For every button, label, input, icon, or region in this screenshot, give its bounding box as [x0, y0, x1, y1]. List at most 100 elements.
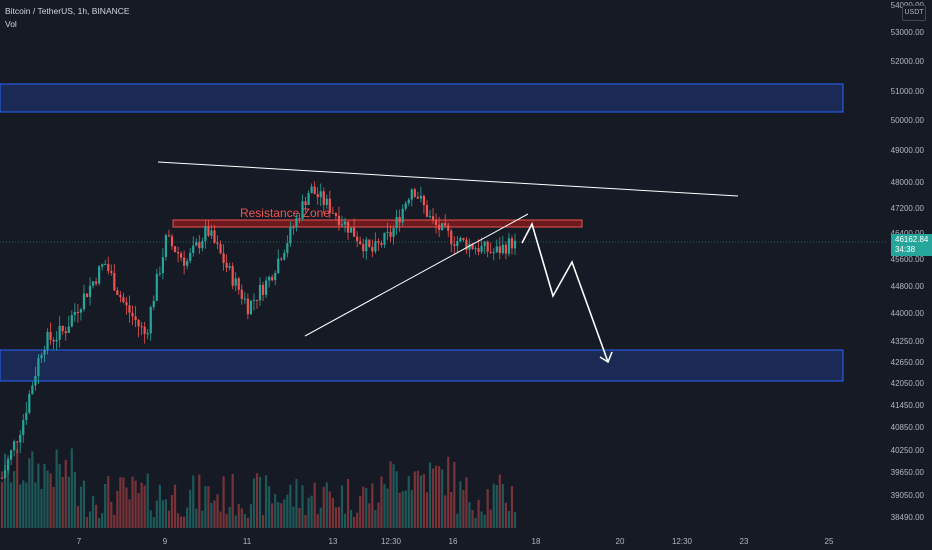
candle-body [119, 294, 122, 298]
volume-bar [55, 449, 58, 528]
volume-bar [349, 509, 353, 528]
volume-bar [116, 490, 119, 528]
volume-bar [179, 516, 183, 528]
candle-body [389, 231, 392, 237]
volume-bar [22, 480, 25, 528]
candle-body [425, 205, 429, 217]
volume-bar [43, 463, 46, 528]
volume-bar [447, 456, 450, 528]
volume-bar [398, 492, 401, 528]
last-price-value: 46162.84 [895, 235, 929, 244]
volume-bar [292, 506, 295, 528]
candle-body [277, 258, 280, 273]
candle-body [225, 263, 228, 268]
supply-zone[interactable] [0, 83, 844, 113]
candle-body [76, 312, 79, 314]
volume-bar [353, 516, 356, 528]
bar-countdown: 34:38 [895, 245, 916, 254]
volume-bar [128, 499, 131, 528]
candle-body [210, 230, 213, 236]
projection-arrow[interactable] [521, 221, 609, 363]
demand-zone[interactable] [0, 349, 844, 382]
volume-bar [498, 474, 501, 528]
descending-trendline[interactable] [157, 161, 739, 197]
candle-body [95, 281, 98, 284]
candle-body [167, 235, 171, 237]
candle-body [98, 266, 101, 284]
volume-bar [28, 458, 31, 528]
x-tick-label: 25 [825, 537, 834, 546]
candle-body [477, 248, 480, 252]
volume-bar [222, 476, 225, 528]
volume-bar [453, 461, 456, 528]
candle-body [386, 231, 389, 233]
volume-bar [195, 508, 198, 528]
volume-bar [401, 491, 404, 528]
volume-bar [510, 486, 514, 528]
volume-bar [462, 490, 465, 528]
y-tick-label: 40850.00 [891, 423, 925, 432]
candle-body [116, 290, 119, 295]
volume-bar [356, 512, 359, 528]
volume-bar [289, 484, 292, 528]
volume-bar [95, 504, 98, 528]
candle-body [283, 252, 286, 260]
volume-bar [277, 502, 280, 528]
volume-bar [422, 474, 426, 528]
candle-body [158, 273, 161, 275]
candle-body [249, 300, 253, 315]
volume-bar [504, 502, 507, 528]
volume-bar [507, 510, 511, 528]
volume-indicator-label[interactable]: Vol [5, 19, 17, 29]
candle-body [268, 276, 271, 281]
volume-bar [428, 462, 432, 528]
y-tick-label: 42050.00 [891, 379, 925, 388]
volume-bar [301, 485, 304, 528]
volume-bar [149, 510, 152, 528]
volume-bar [122, 477, 125, 528]
candle-body [434, 220, 438, 225]
candle-body [146, 333, 149, 335]
resistance-zone[interactable] [172, 219, 583, 228]
y-tick-label: 39650.00 [891, 468, 925, 477]
volume-bar [298, 507, 301, 528]
volume-bar [261, 515, 265, 528]
candle-body [280, 258, 283, 260]
y-tick-label: 42650.00 [891, 358, 925, 367]
candle-body [161, 257, 164, 274]
candle-body [322, 191, 325, 205]
volume-bar [340, 485, 344, 528]
candle-body [128, 305, 131, 313]
candle-body [219, 244, 222, 254]
candle-body [91, 281, 95, 286]
volume-bar [113, 514, 116, 528]
volume-bar [25, 482, 28, 528]
candle-body [6, 459, 10, 471]
x-tick-label: 20 [616, 537, 625, 546]
y-tick-label: 38490.00 [891, 513, 925, 522]
candle-body [465, 239, 468, 250]
candle-body [0, 477, 4, 479]
volume-bar [173, 484, 177, 528]
candle-body [471, 243, 474, 249]
candle-body [237, 278, 240, 290]
volume-bar [219, 511, 222, 528]
volume-bar [192, 475, 195, 528]
volume-bar [189, 489, 192, 528]
candle-body [152, 300, 155, 308]
axes: 54000.0053000.0052000.0051000.0050000.00… [77, 1, 925, 546]
currency-button[interactable]: USDT [902, 5, 926, 21]
candle-body [34, 376, 37, 386]
candle-body [422, 195, 426, 206]
candle-body [346, 221, 350, 233]
candle-body [213, 230, 216, 243]
volume-bar [98, 517, 101, 528]
volume-bar [210, 502, 213, 528]
volume-bar [450, 491, 453, 528]
candle-body [49, 331, 52, 340]
ascending-trendline[interactable] [304, 213, 529, 337]
volume-bar [434, 465, 438, 528]
candle-body [356, 236, 359, 242]
symbol-title[interactable]: Bitcoin / TetherUS, 1h, BINANCE [5, 6, 130, 16]
